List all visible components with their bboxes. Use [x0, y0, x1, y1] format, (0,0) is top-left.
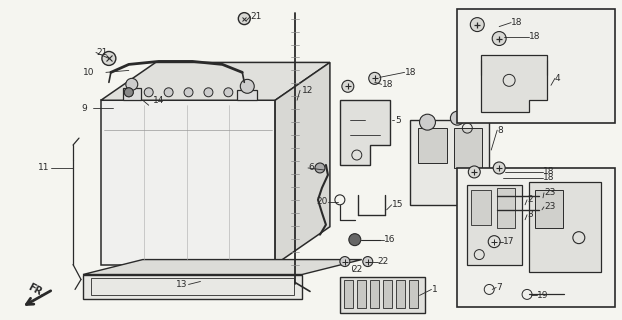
Circle shape [468, 166, 480, 178]
Text: 19: 19 [537, 291, 549, 300]
Bar [91, 278, 294, 295]
Text: 18: 18 [511, 18, 522, 27]
Circle shape [492, 32, 506, 45]
Text: 9: 9 [81, 104, 86, 113]
Circle shape [144, 88, 153, 97]
Text: 1: 1 [432, 285, 437, 294]
Text: 16: 16 [384, 235, 395, 244]
Text: 21: 21 [250, 12, 262, 21]
Bar [455, 128, 482, 168]
Text: 10: 10 [83, 68, 95, 77]
Polygon shape [83, 275, 302, 300]
Bar [471, 190, 491, 225]
Polygon shape [123, 88, 141, 100]
Bar [344, 280, 353, 308]
Text: 18: 18 [543, 173, 554, 182]
Bar [529, 182, 601, 271]
Text: 6: 6 [308, 164, 313, 172]
Bar [497, 188, 515, 228]
Bar [457, 9, 615, 123]
Bar [457, 168, 615, 307]
Bar [396, 280, 404, 308]
Circle shape [493, 162, 505, 174]
Text: 18: 18 [382, 80, 393, 89]
Text: 20: 20 [316, 197, 327, 206]
Polygon shape [101, 100, 275, 265]
Circle shape [126, 78, 137, 90]
Circle shape [363, 257, 373, 267]
Text: 23: 23 [544, 188, 555, 197]
Circle shape [315, 163, 325, 173]
Circle shape [340, 257, 350, 267]
Bar [409, 280, 417, 308]
Text: 18: 18 [543, 167, 554, 176]
Polygon shape [101, 62, 330, 100]
Text: 17: 17 [503, 237, 514, 246]
Circle shape [349, 234, 361, 246]
Text: 21: 21 [96, 48, 108, 57]
Bar [535, 190, 563, 228]
Circle shape [184, 88, 193, 97]
Circle shape [102, 52, 116, 65]
Bar [369, 280, 379, 308]
Text: 7: 7 [496, 283, 502, 292]
Text: 12: 12 [302, 86, 313, 95]
Bar [340, 277, 424, 313]
Text: 2: 2 [527, 195, 532, 204]
Text: 3: 3 [527, 210, 533, 219]
Text: FR.: FR. [26, 282, 47, 300]
Circle shape [419, 114, 435, 130]
Circle shape [124, 88, 133, 97]
Polygon shape [275, 62, 330, 265]
Circle shape [224, 88, 233, 97]
Text: 15: 15 [392, 200, 403, 209]
Text: 14: 14 [152, 96, 164, 105]
Bar [417, 128, 447, 163]
Text: 22: 22 [378, 257, 389, 266]
Circle shape [124, 88, 133, 97]
Text: 22: 22 [352, 265, 363, 274]
Circle shape [204, 88, 213, 97]
Text: 13: 13 [175, 280, 187, 289]
Polygon shape [340, 100, 389, 165]
Bar [409, 120, 490, 205]
Text: 8: 8 [497, 126, 503, 135]
Circle shape [369, 72, 381, 84]
Polygon shape [481, 55, 547, 112]
Text: 23: 23 [544, 202, 555, 211]
Text: 18: 18 [404, 68, 416, 77]
Text: 18: 18 [529, 32, 541, 41]
Bar [383, 280, 392, 308]
Polygon shape [83, 260, 362, 275]
Polygon shape [238, 90, 258, 100]
Circle shape [342, 80, 354, 92]
Circle shape [238, 13, 250, 25]
Text: 11: 11 [38, 164, 50, 172]
Bar [357, 280, 366, 308]
Text: 4: 4 [555, 74, 560, 83]
Circle shape [450, 111, 465, 125]
Circle shape [240, 79, 254, 93]
Bar [467, 185, 522, 265]
Circle shape [164, 88, 173, 97]
Circle shape [470, 18, 485, 32]
Text: 5: 5 [396, 116, 401, 125]
